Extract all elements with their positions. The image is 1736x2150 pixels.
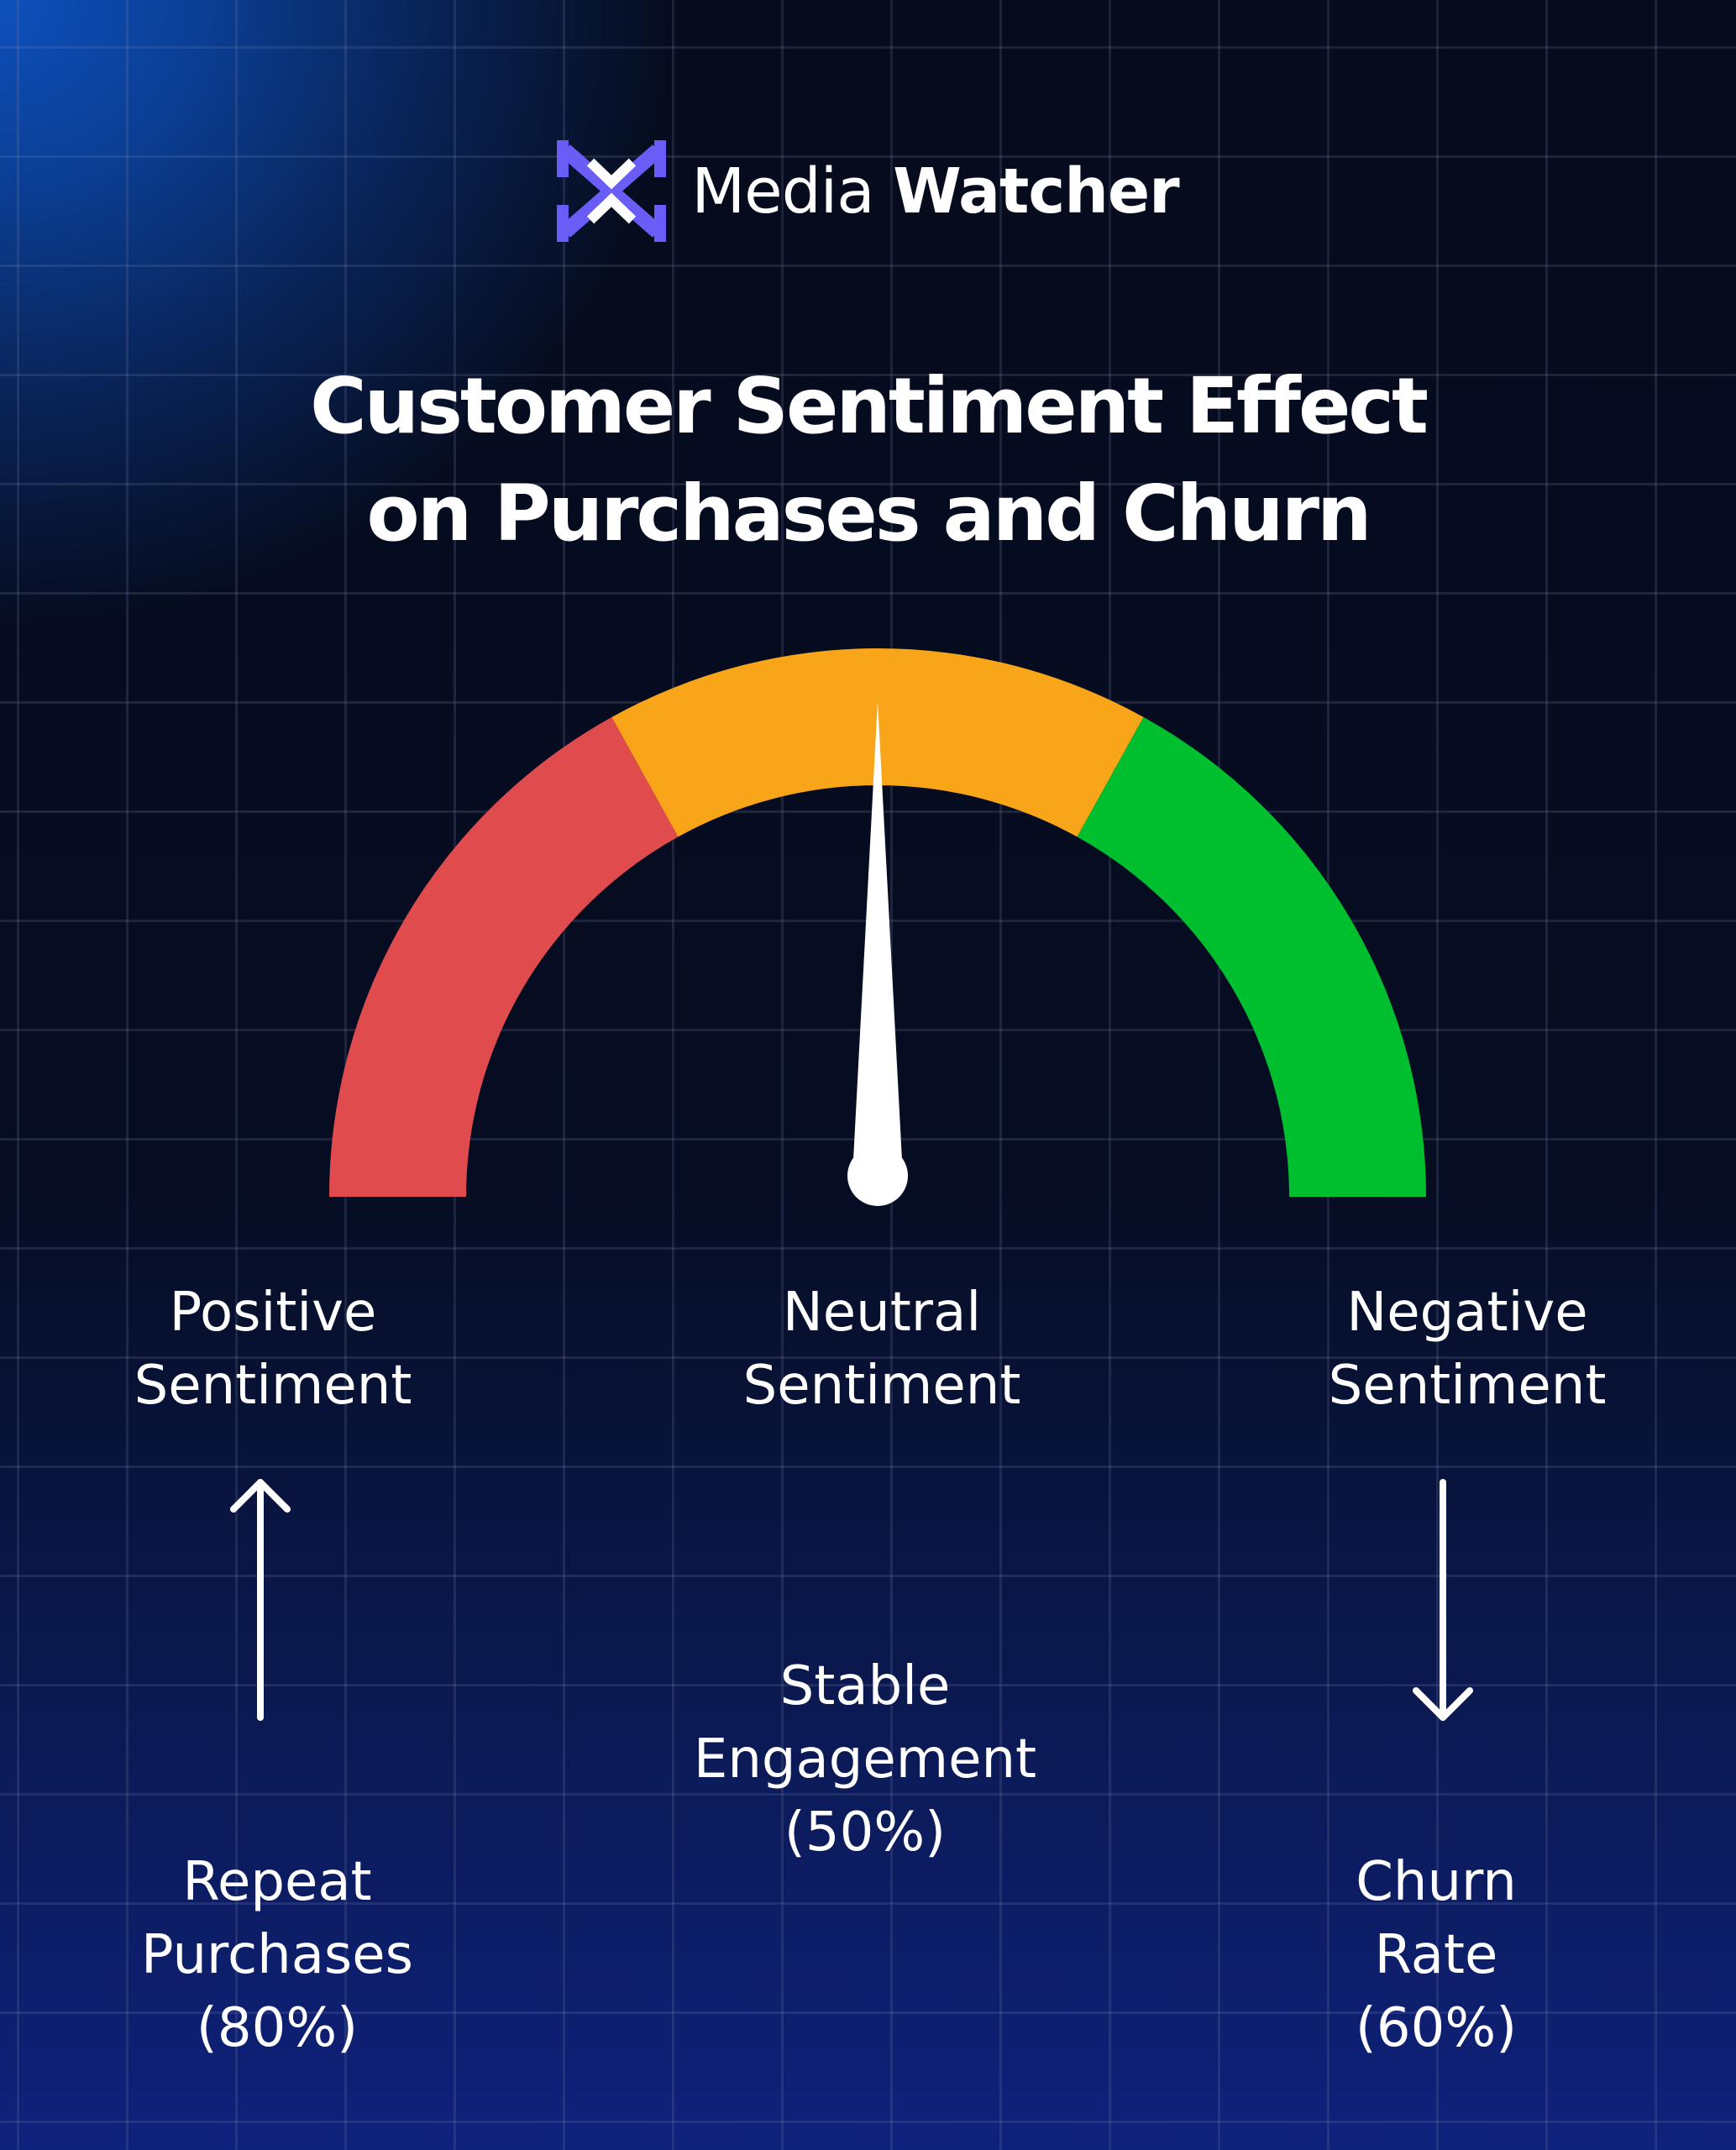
negative-sentiment-line1: Negative bbox=[1346, 1282, 1588, 1344]
positive-sentiment-line1: Positive bbox=[169, 1282, 377, 1344]
negative-effect-value: (60%) bbox=[1355, 1997, 1518, 2059]
negative-effect-label: Churn Rate (60%) bbox=[1226, 1846, 1646, 2065]
gauge-needle bbox=[847, 701, 908, 1206]
page-title: Customer Sentiment Effect on Purchases a… bbox=[0, 353, 1736, 568]
positive-sentiment-line2: Sentiment bbox=[134, 1355, 412, 1417]
brand-name-bold: Watcher bbox=[893, 155, 1180, 228]
arrow-down-icon bbox=[1413, 1479, 1473, 1721]
gauge-needle-hub bbox=[847, 1146, 908, 1206]
brand-name-light: Media bbox=[691, 155, 874, 228]
positive-sentiment-label: Positive Sentiment bbox=[63, 1277, 483, 1423]
arrow-up-icon bbox=[230, 1479, 291, 1721]
brand-name: Media Watcher bbox=[691, 160, 1179, 223]
negative-sentiment-label: Negative Sentiment bbox=[1257, 1277, 1677, 1423]
media-watcher-logo-icon bbox=[557, 140, 667, 242]
gauge-needle-pointer bbox=[852, 701, 903, 1176]
positive-effect-line2: Purchases bbox=[141, 1924, 413, 1986]
negative-sentiment-line2: Sentiment bbox=[1328, 1355, 1607, 1417]
negative-effect-line1: Churn bbox=[1356, 1851, 1517, 1913]
neutral-effect-line2: Engagement bbox=[693, 1728, 1037, 1791]
positive-effect-label: Repeat Purchases (80%) bbox=[63, 1846, 491, 2065]
neutral-sentiment-label: Neutral Sentiment bbox=[672, 1277, 1092, 1423]
gauge-segment-red bbox=[329, 716, 679, 1197]
title-line-2: on Purchases and Churn bbox=[366, 469, 1372, 558]
title-line-1: Customer Sentiment Effect bbox=[310, 361, 1429, 451]
neutral-sentiment-line2: Sentiment bbox=[742, 1355, 1021, 1417]
neutral-effect-value: (50%) bbox=[784, 1801, 947, 1864]
neutral-sentiment-line1: Neutral bbox=[782, 1282, 982, 1344]
positive-effect-value: (80%) bbox=[196, 1997, 359, 2059]
positive-effect-line1: Repeat bbox=[182, 1851, 372, 1913]
brand-header: Media Watcher bbox=[0, 139, 1736, 244]
negative-effect-line2: Rate bbox=[1374, 1924, 1498, 1986]
neutral-effect-label: Stable Engagement (50%) bbox=[655, 1650, 1075, 1869]
neutral-effect-line1: Stable bbox=[779, 1655, 951, 1717]
gauge-segment-green bbox=[1077, 716, 1426, 1197]
